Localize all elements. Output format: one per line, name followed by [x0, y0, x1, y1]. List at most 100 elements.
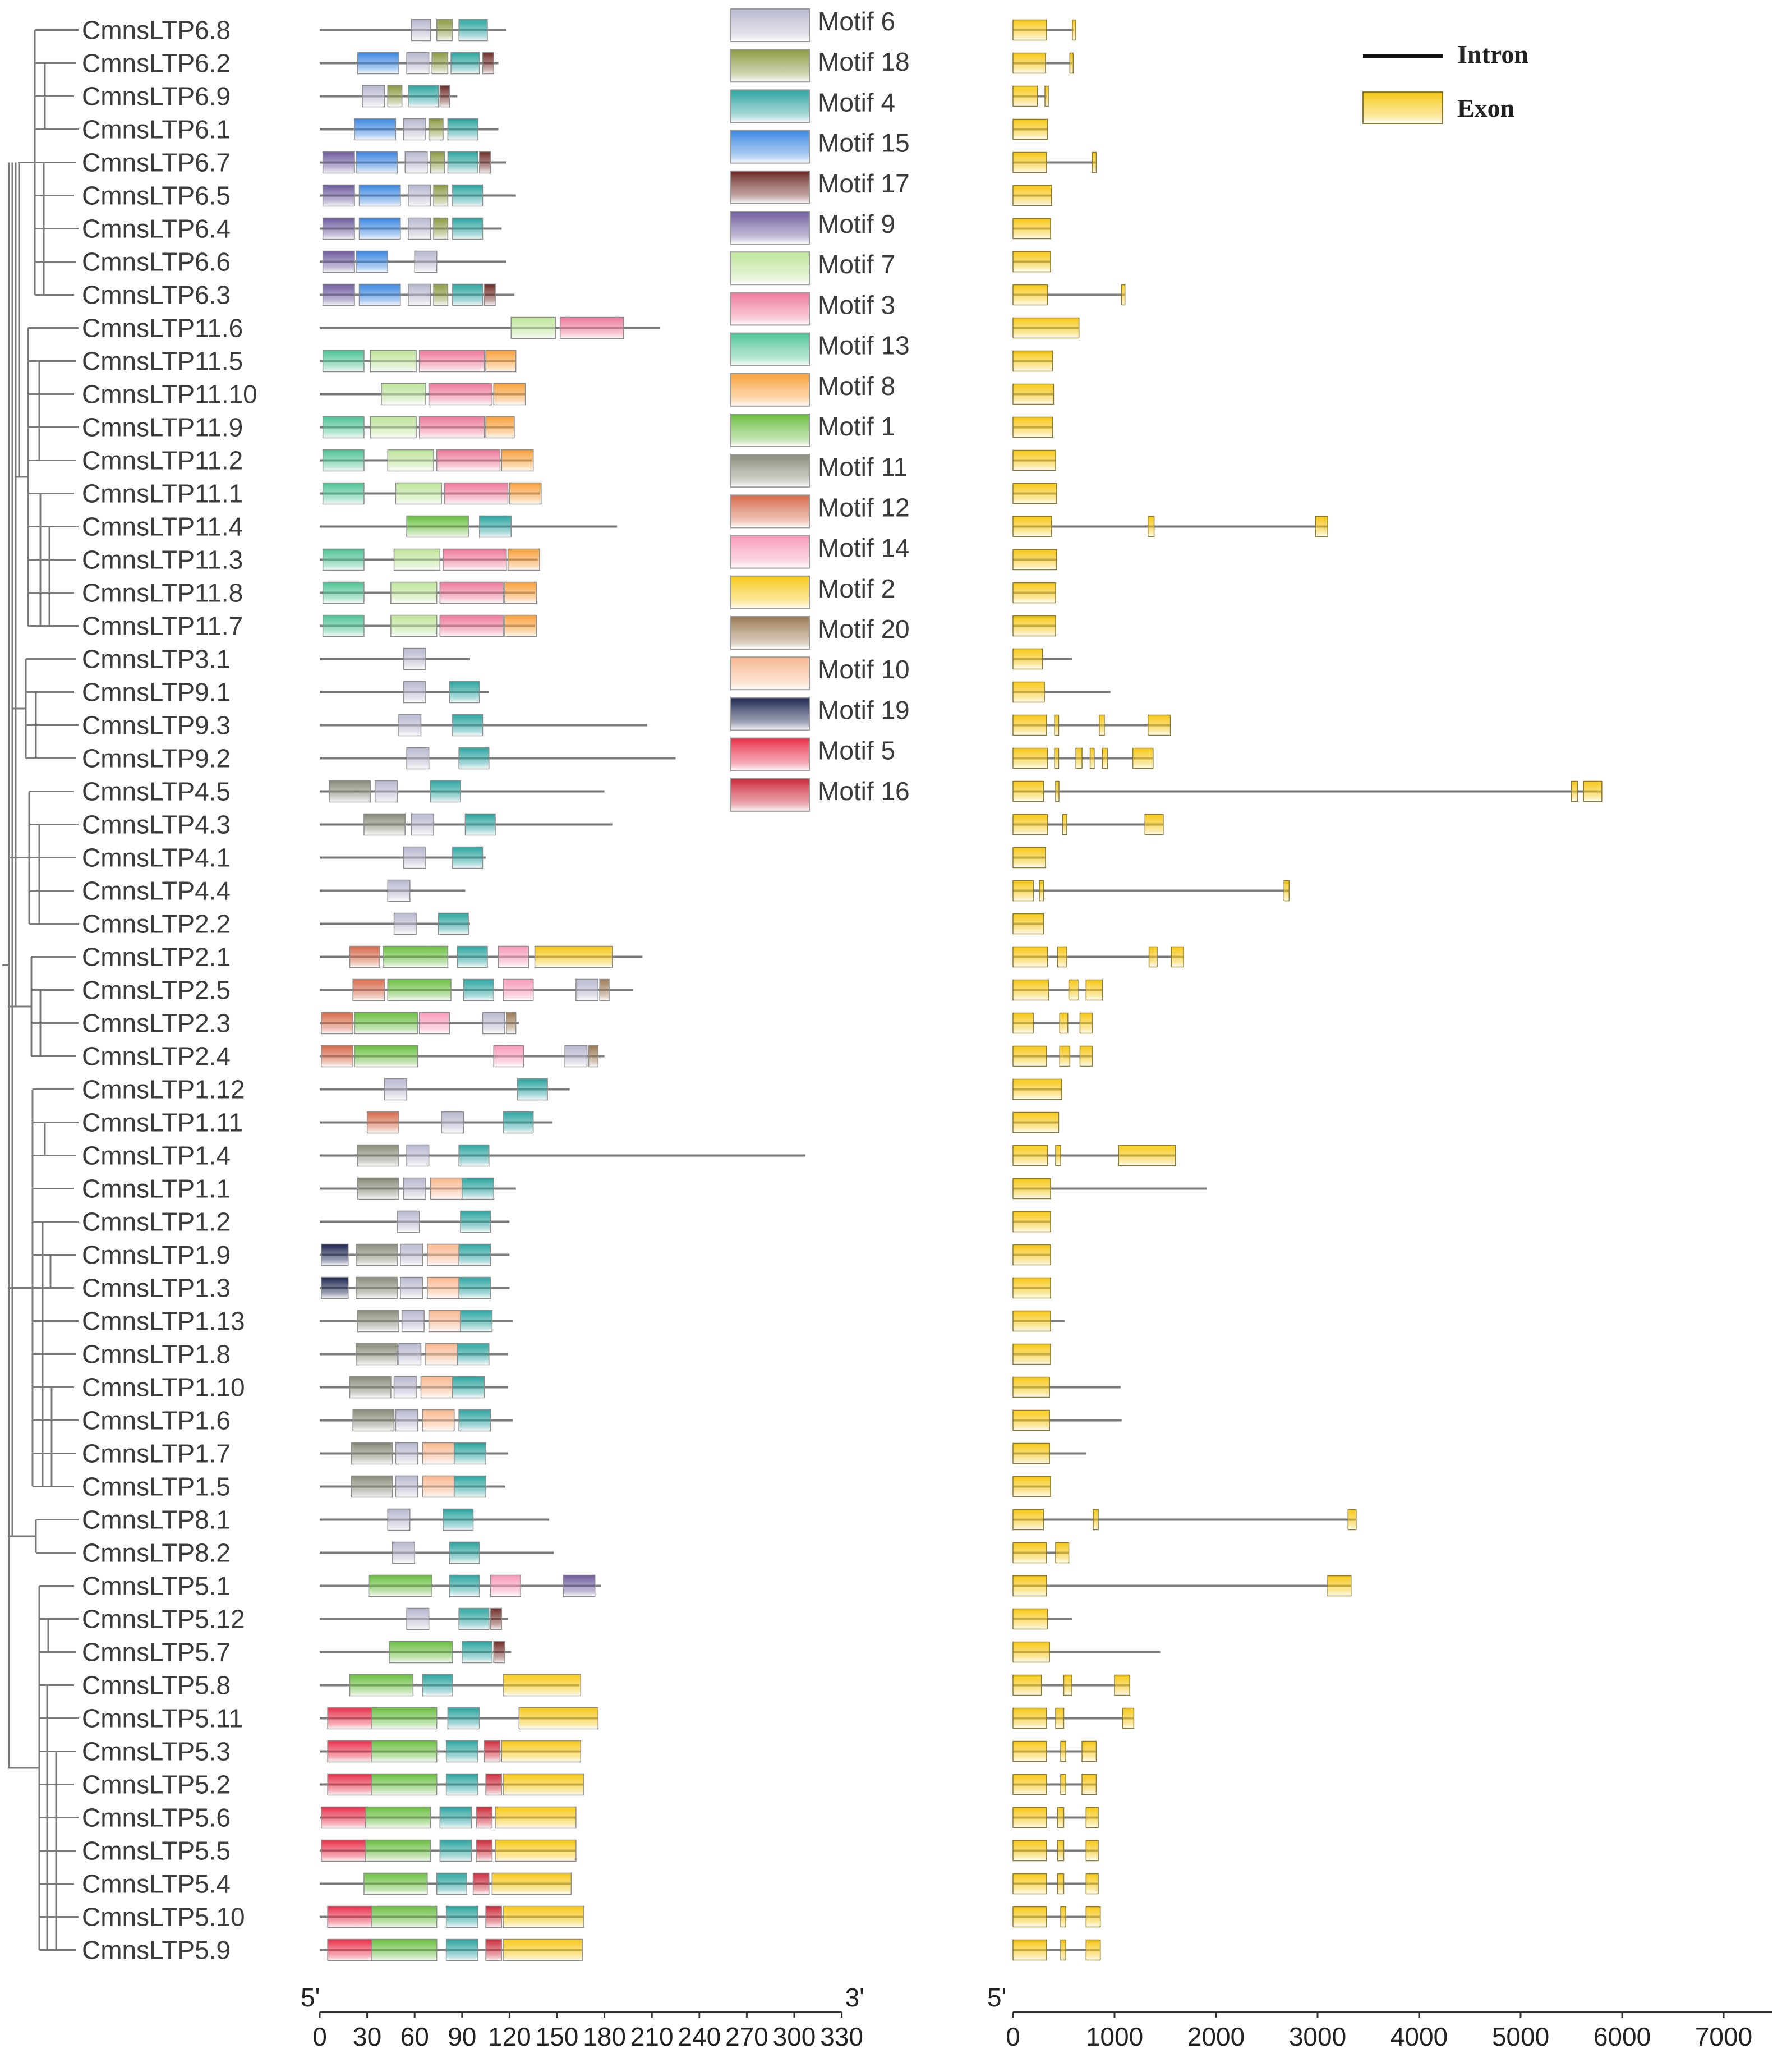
gene-label: CmnsLTP1.2: [82, 1207, 231, 1237]
exon-box: [1079, 1012, 1093, 1034]
motif-box-motif-15: [358, 217, 401, 240]
exon-box: [1012, 615, 1056, 637]
exon-box: [1012, 1145, 1048, 1166]
exon-box: [1012, 19, 1047, 41]
motif-box-motif-6: [387, 879, 411, 902]
exon-box: [1012, 1111, 1060, 1133]
motif-box-motif-6: [384, 1078, 407, 1101]
gene-label: CmnsLTP11.10: [82, 380, 257, 409]
gene-label: CmnsLTP2.4: [82, 1042, 231, 1071]
motif-box-motif-18: [433, 283, 449, 306]
motif-axis-tick-label: 300: [773, 2022, 816, 2051]
motif-box-motif-2: [503, 1905, 584, 1928]
motif-box-motif-15: [357, 52, 399, 75]
motif-box-motif-18: [433, 184, 449, 207]
motif-box-motif-14: [490, 1574, 521, 1597]
motif-box-motif-9: [563, 1574, 596, 1597]
gene-axis-tick-label: 5000: [1492, 2022, 1549, 2051]
motif-box-motif-4: [453, 1442, 486, 1465]
motif-box-motif-2: [503, 1938, 583, 1961]
exon-box: [1147, 714, 1171, 736]
exon-box: [1012, 913, 1044, 935]
motif-box-motif-2: [503, 1773, 584, 1796]
motif-box-motif-1: [349, 1674, 414, 1697]
motif-box-motif-4: [464, 813, 496, 836]
motif-box-motif-4: [452, 184, 484, 207]
motif-box-motif-6: [411, 19, 431, 42]
motif-box-motif-16: [476, 1839, 493, 1862]
motif-box-motif-6: [414, 250, 438, 273]
exon-box: [1012, 1608, 1048, 1630]
motif-box-motif-5: [321, 1806, 366, 1829]
motif-box-motif-8: [493, 383, 526, 406]
motif-box-motif-7: [393, 548, 441, 571]
motif-box-motif-3: [418, 416, 485, 439]
motif-box-motif-8: [501, 449, 534, 472]
exon-box: [1085, 1873, 1099, 1895]
exon-box: [1012, 1409, 1050, 1431]
gene-label: CmnsLTP9.2: [82, 744, 231, 773]
motif-box-motif-10: [427, 1243, 459, 1266]
motif-box-motif-6: [406, 1144, 430, 1167]
motif-box-motif-1: [406, 515, 469, 538]
motif-box-motif-6: [395, 1442, 418, 1465]
motif-box-motif-6: [362, 85, 385, 108]
motif-box-motif-8: [507, 548, 540, 571]
exon-box: [1012, 483, 1057, 504]
motif-box-motif-6: [408, 184, 431, 207]
gene-axis-tick-label: 2000: [1187, 2022, 1245, 2051]
gene-label: CmnsLTP6.1: [82, 115, 231, 144]
motif-box-motif-4: [458, 1243, 491, 1266]
legend-label: Motif 1: [818, 412, 895, 441]
motif-box-motif-1: [371, 1938, 438, 1961]
motif-box-motif-6: [403, 118, 426, 141]
motif-box-motif-10: [428, 1310, 461, 1333]
motif-box-motif-1: [387, 978, 452, 1001]
exon-box: [1063, 1674, 1072, 1696]
exon-box: [1012, 814, 1048, 835]
exon-box: [1012, 416, 1053, 438]
motif-box-motif-3: [439, 614, 504, 637]
gene-label: CmnsLTP1.13: [82, 1307, 245, 1336]
motif-box-motif-4: [452, 283, 484, 306]
motif-box-motif-17: [490, 1607, 503, 1630]
exon-legend-label: Exon: [1457, 94, 1514, 122]
motif-box-motif-13: [322, 350, 365, 373]
legend-swatch-motif-3: [730, 292, 810, 326]
motif-box-motif-18: [433, 217, 449, 240]
motif-box-motif-6: [398, 714, 422, 737]
motif-box-motif-17: [439, 85, 450, 108]
motif-box-motif-16: [484, 1740, 501, 1763]
motif-box-motif-8: [509, 482, 542, 505]
motif-box-motif-4: [447, 118, 478, 141]
gene-label: CmnsLTP8.1: [82, 1505, 231, 1535]
exon-box: [1059, 1012, 1069, 1034]
motif-box-motif-17: [479, 151, 491, 174]
motif-box-motif-11: [352, 1409, 395, 1432]
motif-box-motif-13: [322, 614, 365, 637]
exon-box: [1012, 1641, 1050, 1663]
exon-box: [1075, 747, 1083, 769]
motif-box-motif-16: [485, 1773, 503, 1796]
motif-box-motif-10: [422, 1442, 455, 1465]
exon-box: [1012, 1575, 1047, 1597]
legend-label: Motif 12: [818, 493, 910, 522]
motif-box-motif-1: [363, 1872, 428, 1895]
exon-box: [1012, 1211, 1051, 1233]
gene-label: CmnsLTP6.3: [82, 281, 231, 310]
motif-box-motif-16: [476, 1806, 493, 1829]
motif-box-motif-11: [329, 780, 371, 803]
exon-box: [1099, 714, 1105, 736]
gene-label: CmnsLTP5.7: [82, 1638, 231, 1667]
motif-box-motif-4: [449, 681, 480, 704]
motif-box-motif-9: [322, 184, 355, 207]
motif-box-motif-6: [392, 1541, 415, 1564]
legend-label: Motif 17: [818, 169, 910, 198]
motif-legend: Motif 6 Motif 18 Motif 4 Motif 15 Motif 17 Mo…: [730, 7, 910, 812]
exon-box: [1012, 1774, 1047, 1795]
exon-box: [1012, 1707, 1047, 1729]
exon-box: [1044, 85, 1049, 107]
gene-label: CmnsLTP9.1: [82, 678, 231, 707]
motif-box-motif-2: [491, 1872, 572, 1895]
motif-box-motif-3: [559, 316, 624, 339]
